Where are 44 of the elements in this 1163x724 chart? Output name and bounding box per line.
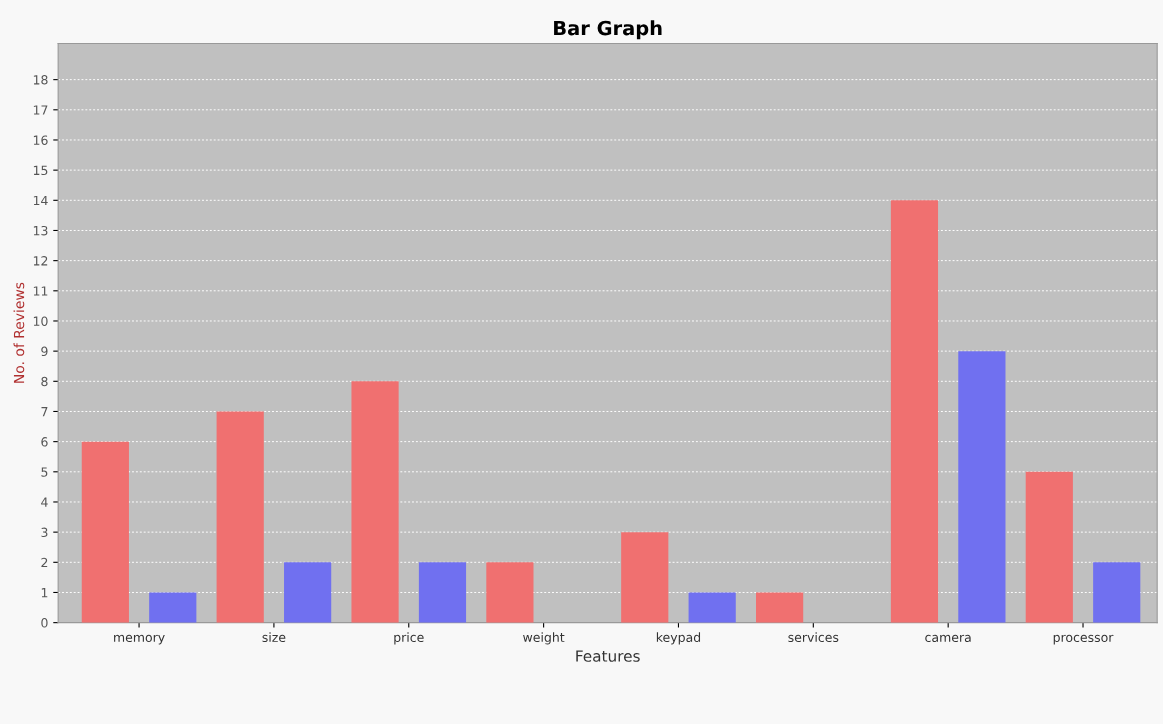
- y-tick-label: 0: [41, 618, 48, 628]
- bar: [688, 592, 736, 623]
- bar: [418, 562, 467, 623]
- y-tick-label: 4: [41, 497, 48, 507]
- y-tick-label: 12: [33, 256, 48, 266]
- x-tick-label: weight: [523, 632, 565, 645]
- y-tick-label: 14: [33, 195, 48, 206]
- x-tick-label: camera: [925, 634, 971, 643]
- bar: [351, 381, 399, 623]
- bar: [890, 200, 939, 623]
- y-tick-label: 10: [33, 316, 48, 326]
- x-tick-label: price: [394, 632, 424, 645]
- bar: [284, 562, 332, 623]
- y-axis-title: No. of Reviews: [13, 282, 25, 383]
- bar: [149, 592, 197, 623]
- bar: [81, 441, 129, 623]
- y-tick-label: 2: [41, 557, 48, 568]
- x-tick-label: processor: [1053, 634, 1114, 645]
- x-tick-label: keypad: [656, 632, 701, 645]
- bar: [1093, 562, 1141, 623]
- y-tick-label: 11: [33, 286, 48, 296]
- bar: [216, 411, 264, 623]
- y-tick-label: 6: [41, 437, 48, 447]
- y-tick-label: 17: [33, 105, 48, 115]
- chart-title: Bar Graph: [554, 20, 662, 40]
- bar: [621, 532, 669, 623]
- y-tick-label: 3: [41, 527, 48, 538]
- bar: [1025, 471, 1073, 623]
- y-tick-label: 8: [41, 376, 48, 387]
- x-axis-title: Features: [576, 650, 640, 662]
- x-tick-label: services: [788, 632, 839, 643]
- y-tick-label: 16: [33, 135, 48, 145]
- bar: [756, 592, 804, 623]
- y-tick-label: 18: [33, 75, 48, 85]
- x-tick-label: memory: [114, 634, 165, 645]
- y-tick-label: 7: [41, 407, 48, 417]
- y-tick-label: 1: [41, 588, 48, 598]
- y-tick-label: 13: [33, 225, 48, 236]
- x-tick-label: size: [262, 632, 286, 643]
- y-tick-label: 15: [33, 165, 48, 176]
- y-tick-label: 9: [41, 346, 48, 357]
- y-tick-label: 5: [41, 467, 48, 477]
- bar: [958, 351, 1006, 623]
- bar: [486, 562, 534, 623]
